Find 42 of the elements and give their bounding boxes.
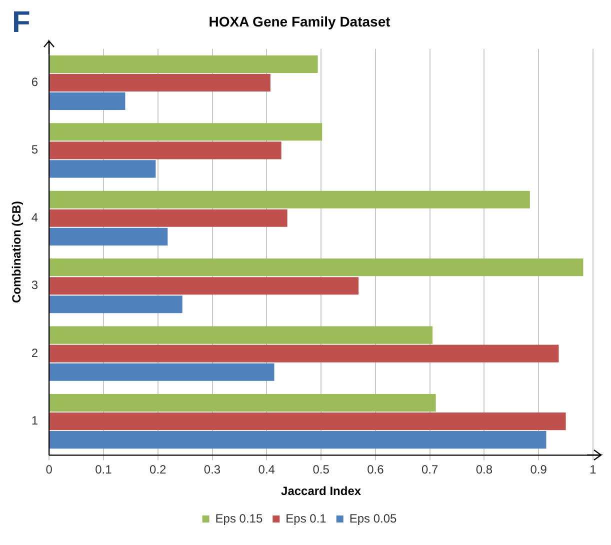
bar [50,296,182,314]
y-tick-label: 6 [31,74,38,89]
bar [50,209,288,227]
bar [50,394,436,412]
x-tick-label: 0.8 [476,462,493,477]
bar [50,326,433,344]
x-axis-title: Jaccard Index [281,484,362,498]
bar [50,344,559,362]
bar [50,258,584,276]
legend-label: Eps 0.1 [286,511,327,526]
bar [50,228,168,246]
legend-label: Eps 0.15 [215,511,263,526]
x-tick-label: 0.6 [367,462,384,477]
x-tick-label: 1 [590,462,597,477]
y-tick-label: 5 [31,142,38,157]
bar [50,277,359,295]
legend-label: Eps 0.05 [349,511,398,526]
bar [50,142,282,160]
y-tick-label: 3 [31,278,38,292]
bar [50,55,318,73]
bar [50,363,274,381]
bar [50,92,126,110]
x-tick-label: 0.1 [95,462,112,477]
x-tick-label: 0.3 [204,462,221,477]
chart-title: HOXA Gene Family Dataset [208,13,391,30]
x-tick-label: 0.7 [421,462,438,477]
y-tick-label: 2 [31,346,38,360]
x-tick-label: 0.5 [312,462,330,477]
bar [50,412,566,430]
x-tick-label: 0.4 [258,462,276,477]
bar [50,160,156,178]
x-tick-label: 0.9 [530,462,548,477]
text: F [12,6,30,40]
y-tick-label: 1 [31,414,38,428]
bar [50,123,322,141]
bar [50,74,270,92]
bar [50,190,530,208]
bar [50,431,546,449]
x-tick-label: 0 [46,462,53,477]
y-tick-label: 4 [31,210,38,224]
x-tick-label: 0.2 [150,462,167,477]
y-axis-title: Combination (CB) [10,201,24,303]
